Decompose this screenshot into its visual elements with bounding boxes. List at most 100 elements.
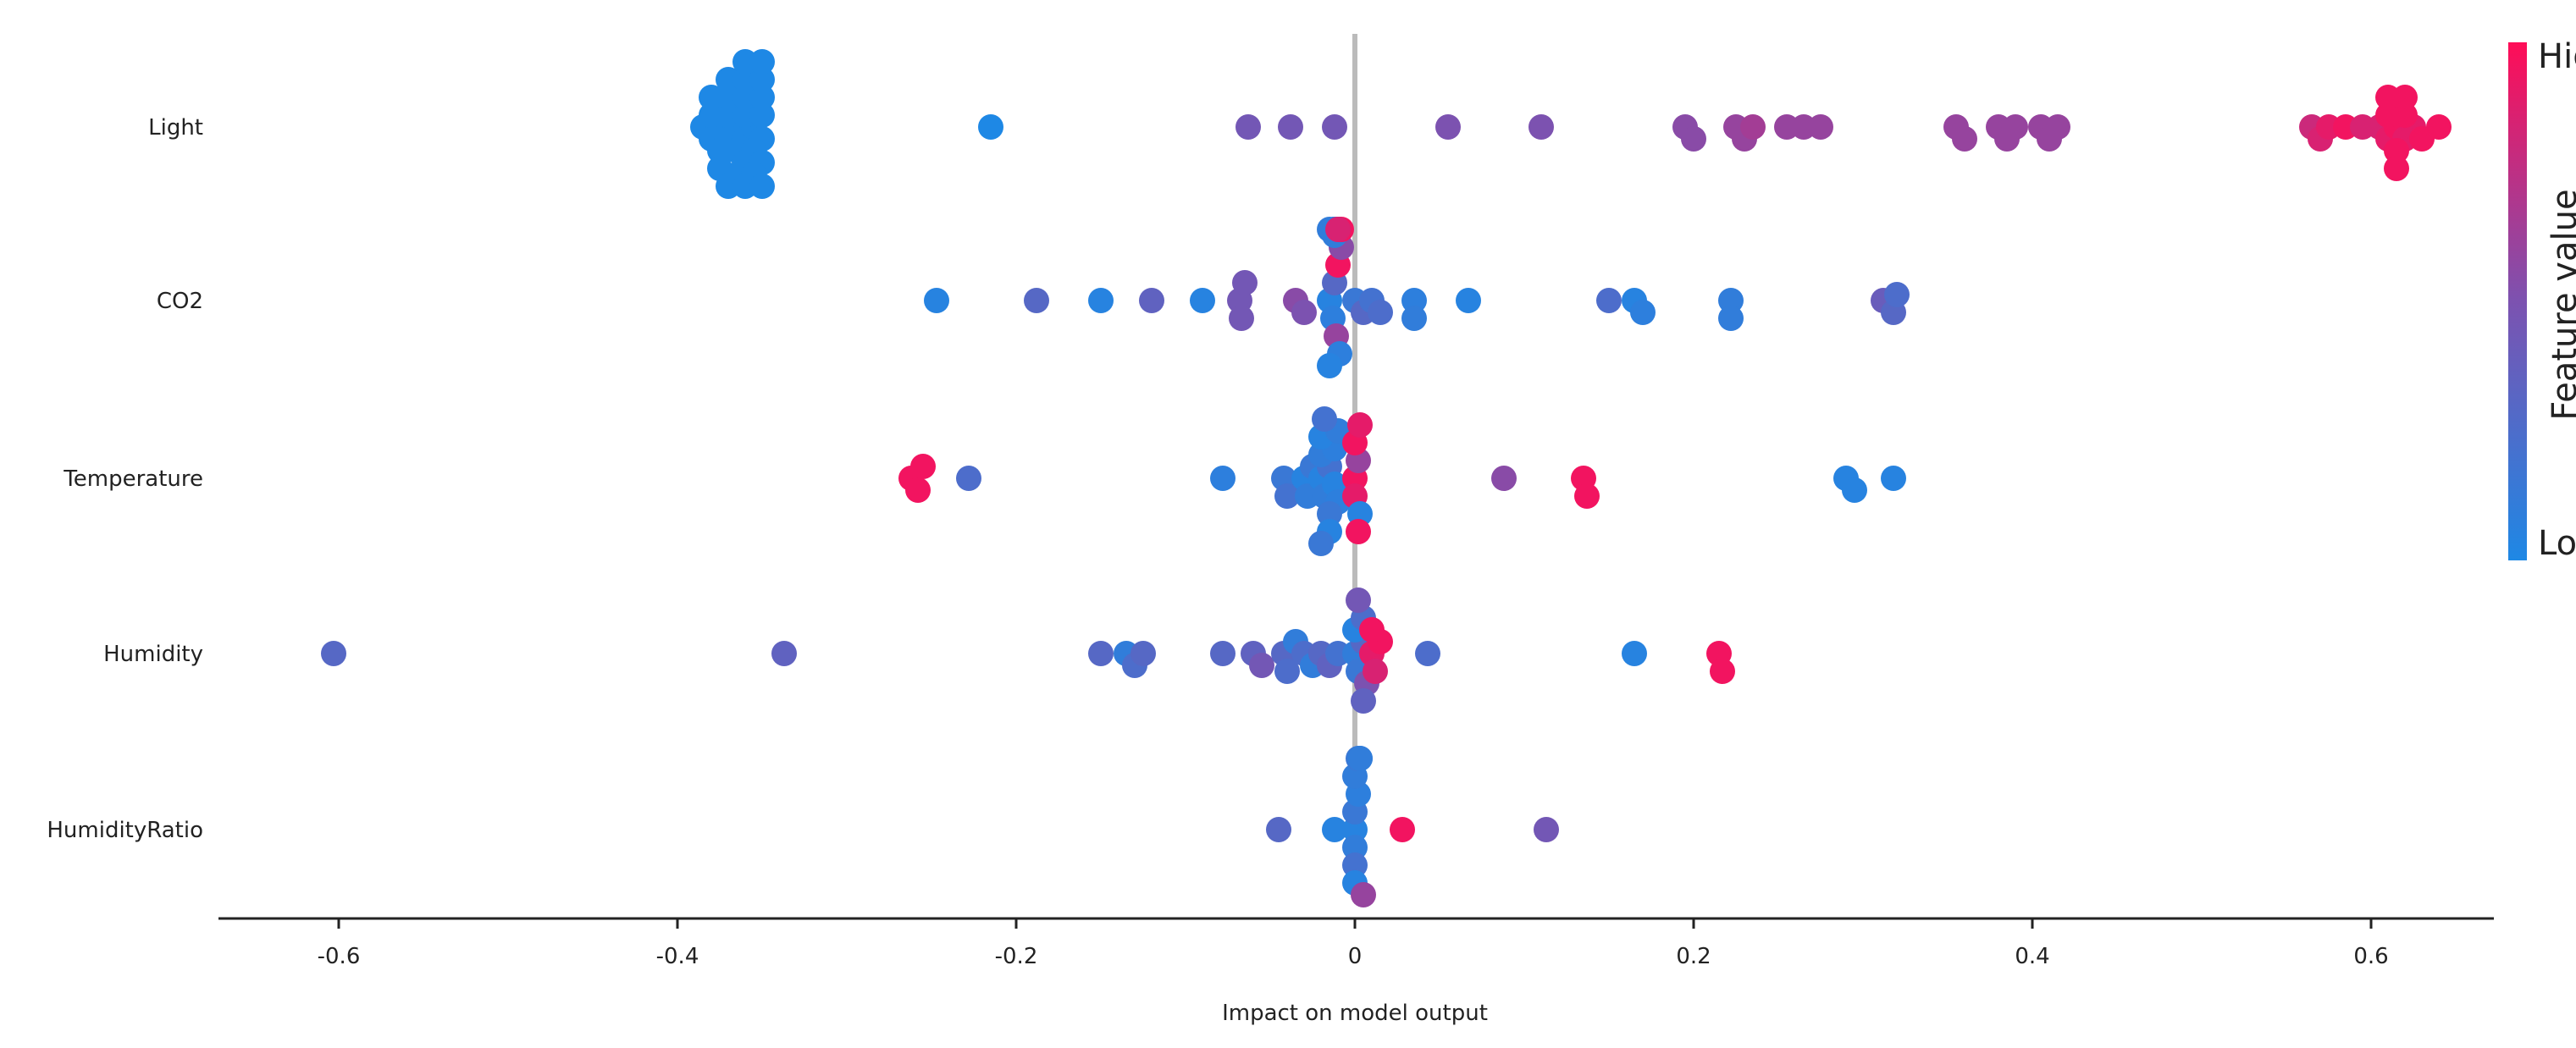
point-light xyxy=(749,174,775,199)
feature-label-temperature: Temperature xyxy=(63,466,203,492)
point-humidity xyxy=(321,641,346,666)
x-tick-label: -0.6 xyxy=(318,944,361,969)
point-light xyxy=(2045,114,2070,140)
point-co2 xyxy=(1024,288,1049,313)
colorbar-low-label: Low xyxy=(2538,524,2576,563)
point-light xyxy=(699,85,724,110)
point-light xyxy=(1808,114,1833,140)
point-temperature xyxy=(1347,412,1373,438)
colorbar-title: Feature value xyxy=(2546,189,2576,420)
point-humidityratio xyxy=(1534,817,1559,842)
point-light xyxy=(749,67,775,92)
point-light xyxy=(978,114,1003,140)
point-light xyxy=(1278,114,1303,140)
point-humidityratio xyxy=(1351,882,1376,907)
point-light xyxy=(1740,114,1766,140)
point-light xyxy=(1952,126,1977,152)
point-humidity xyxy=(1359,617,1385,643)
point-light xyxy=(749,102,775,128)
point-light xyxy=(1235,114,1261,140)
x-tick-label: 0.4 xyxy=(2015,944,2049,969)
point-humidity xyxy=(1710,659,1735,684)
point-humidity xyxy=(1415,641,1440,666)
point-temperature xyxy=(1317,501,1342,527)
point-temperature xyxy=(1308,531,1334,556)
point-temperature xyxy=(1210,466,1235,491)
point-co2 xyxy=(1229,306,1254,331)
point-light xyxy=(1322,114,1347,140)
point-light xyxy=(749,85,775,110)
point-co2 xyxy=(1291,300,1317,325)
feature-label-humidity: Humidity xyxy=(103,642,203,667)
point-light xyxy=(2392,85,2418,110)
point-co2 xyxy=(1630,300,1656,325)
point-humidity xyxy=(1088,641,1114,666)
point-humidity xyxy=(771,641,797,666)
point-co2 xyxy=(1325,217,1351,242)
point-co2 xyxy=(1401,288,1427,313)
point-humidityratio xyxy=(1322,817,1347,842)
point-co2 xyxy=(1401,306,1427,331)
point-temperature xyxy=(910,454,936,479)
feature-labels: Light CO2 Temperature Humidity HumidityRatio xyxy=(47,115,203,843)
point-humidityratio xyxy=(1342,852,1368,878)
feature-label-co2: CO2 xyxy=(157,289,203,314)
point-temperature xyxy=(1574,483,1600,509)
point-light xyxy=(749,49,775,74)
colorbar-high-label: High xyxy=(2538,37,2576,76)
point-co2 xyxy=(1596,288,1622,313)
point-temperature xyxy=(1346,519,1371,544)
point-light xyxy=(1528,114,1554,140)
point-light xyxy=(1681,126,1706,152)
point-humidityratio xyxy=(1390,817,1415,842)
point-humidity xyxy=(1351,688,1376,714)
point-humidity xyxy=(1274,659,1300,684)
x-tick-label: 0.2 xyxy=(1676,944,1711,969)
point-temperature xyxy=(1881,466,1906,491)
point-temperature xyxy=(1491,466,1517,491)
point-co2 xyxy=(1139,288,1164,313)
point-humidityratio xyxy=(1342,835,1368,860)
x-tick-label: 0.6 xyxy=(2353,944,2388,969)
x-tick-label: 0 xyxy=(1348,944,1363,969)
point-co2 xyxy=(1317,353,1342,378)
point-co2 xyxy=(1456,288,1481,313)
point-co2 xyxy=(1190,288,1215,313)
colorbar xyxy=(2508,42,2527,560)
point-humidityratio xyxy=(1347,746,1373,771)
feature-label-light: Light xyxy=(148,115,203,141)
x-axis-label: Impact on model output xyxy=(1222,1001,1488,1026)
x-axis-ticks: -0.6 -0.4 -0.2 0 0.2 0.4 0.6 xyxy=(318,918,2389,969)
point-co2 xyxy=(1884,282,1910,307)
point-humidityratio xyxy=(1266,817,1291,842)
point-temperature xyxy=(1312,406,1337,432)
point-humidity xyxy=(1210,641,1235,666)
point-co2 xyxy=(1232,270,1258,295)
feature-label-humidityratio: HumidityRatio xyxy=(47,818,203,843)
point-light xyxy=(2384,138,2409,163)
point-light xyxy=(2392,102,2418,128)
point-light xyxy=(2384,156,2409,181)
point-humidity xyxy=(1346,587,1371,613)
point-temperature xyxy=(956,466,981,491)
point-temperature xyxy=(1842,477,1867,503)
point-co2 xyxy=(1088,288,1114,313)
point-temperature xyxy=(1274,483,1300,509)
point-co2 xyxy=(1368,300,1393,325)
point-co2 xyxy=(1718,288,1744,313)
x-tick-label: -0.2 xyxy=(995,944,1038,969)
point-humidity xyxy=(1622,641,1647,666)
point-co2 xyxy=(1718,306,1744,331)
point-light xyxy=(2426,114,2452,140)
point-humidityratio xyxy=(1342,817,1368,842)
data-points xyxy=(321,49,2452,907)
point-light xyxy=(2003,114,2028,140)
point-humidity xyxy=(1249,653,1274,678)
x-tick-label: -0.4 xyxy=(656,944,699,969)
point-light xyxy=(1435,114,1461,140)
point-humidity xyxy=(1363,659,1388,684)
point-temperature xyxy=(905,477,931,503)
point-co2 xyxy=(924,288,949,313)
point-humidity xyxy=(1130,641,1156,666)
